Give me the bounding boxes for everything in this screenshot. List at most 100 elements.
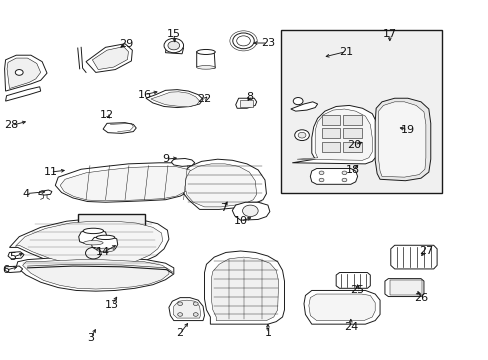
Polygon shape xyxy=(4,55,47,91)
Ellipse shape xyxy=(196,49,215,54)
Polygon shape xyxy=(168,298,204,320)
Polygon shape xyxy=(79,230,107,244)
Polygon shape xyxy=(384,279,423,297)
Circle shape xyxy=(294,130,309,140)
Text: 16: 16 xyxy=(137,90,151,100)
Text: 2: 2 xyxy=(176,328,183,338)
Bar xyxy=(321,115,339,125)
Text: 6: 6 xyxy=(2,265,9,275)
Text: 1: 1 xyxy=(264,328,271,338)
Polygon shape xyxy=(16,257,173,291)
Polygon shape xyxy=(335,273,369,288)
Text: 14: 14 xyxy=(96,247,110,257)
Circle shape xyxy=(177,313,182,316)
Text: 9: 9 xyxy=(162,154,169,164)
Text: 22: 22 xyxy=(197,94,211,104)
Circle shape xyxy=(177,302,182,306)
Polygon shape xyxy=(297,109,371,160)
Bar xyxy=(239,100,253,107)
Ellipse shape xyxy=(97,248,114,252)
Circle shape xyxy=(293,98,303,105)
Text: 4: 4 xyxy=(22,189,30,199)
Polygon shape xyxy=(9,218,168,269)
Text: 26: 26 xyxy=(413,293,427,303)
Text: 8: 8 xyxy=(245,92,252,102)
Ellipse shape xyxy=(196,66,215,69)
Polygon shape xyxy=(22,260,168,289)
Polygon shape xyxy=(86,44,132,72)
Polygon shape xyxy=(146,90,203,108)
Polygon shape xyxy=(103,123,136,134)
Polygon shape xyxy=(4,266,22,273)
Polygon shape xyxy=(292,105,378,164)
Ellipse shape xyxy=(96,235,115,239)
Polygon shape xyxy=(151,92,199,107)
Circle shape xyxy=(319,171,324,175)
Circle shape xyxy=(163,39,183,53)
Text: 29: 29 xyxy=(119,39,133,49)
Text: 19: 19 xyxy=(400,125,414,135)
Circle shape xyxy=(319,178,324,182)
Polygon shape xyxy=(184,164,256,207)
Polygon shape xyxy=(374,98,430,181)
Text: 3: 3 xyxy=(87,333,94,343)
Polygon shape xyxy=(60,166,196,201)
Polygon shape xyxy=(211,257,278,320)
Text: 28: 28 xyxy=(4,121,19,130)
Text: 17: 17 xyxy=(382,29,396,39)
Polygon shape xyxy=(378,102,425,177)
Circle shape xyxy=(15,69,23,75)
Text: 24: 24 xyxy=(343,322,357,332)
Polygon shape xyxy=(171,158,194,166)
Bar xyxy=(343,129,361,138)
Text: 13: 13 xyxy=(104,300,119,310)
Polygon shape xyxy=(55,163,201,202)
Polygon shape xyxy=(5,87,41,101)
Bar xyxy=(343,142,361,152)
Polygon shape xyxy=(8,252,24,259)
Polygon shape xyxy=(235,98,256,108)
Polygon shape xyxy=(165,45,183,54)
Polygon shape xyxy=(308,294,374,320)
Bar xyxy=(78,214,145,256)
Polygon shape xyxy=(232,202,269,220)
Text: 23: 23 xyxy=(260,38,274,48)
Ellipse shape xyxy=(83,228,103,234)
Circle shape xyxy=(298,132,305,138)
Text: 20: 20 xyxy=(346,140,361,150)
Polygon shape xyxy=(310,168,357,184)
Text: 27: 27 xyxy=(418,246,432,256)
Circle shape xyxy=(193,302,198,306)
Polygon shape xyxy=(180,159,266,210)
Polygon shape xyxy=(390,245,436,269)
Polygon shape xyxy=(173,300,200,318)
Circle shape xyxy=(341,171,346,175)
Polygon shape xyxy=(39,190,52,195)
Bar xyxy=(321,129,339,138)
Polygon shape xyxy=(7,58,41,89)
Bar xyxy=(321,142,339,152)
Circle shape xyxy=(193,313,198,316)
Polygon shape xyxy=(304,291,379,324)
Circle shape xyxy=(167,41,179,50)
Polygon shape xyxy=(15,221,162,266)
Polygon shape xyxy=(290,102,317,111)
Polygon shape xyxy=(91,237,118,251)
Bar xyxy=(281,31,441,193)
Text: 21: 21 xyxy=(338,46,352,57)
Circle shape xyxy=(341,178,346,182)
Text: 11: 11 xyxy=(43,167,57,177)
Ellipse shape xyxy=(83,240,103,245)
Text: 25: 25 xyxy=(350,285,364,296)
Polygon shape xyxy=(204,251,284,324)
Bar xyxy=(343,115,361,125)
Text: 18: 18 xyxy=(345,165,359,175)
Text: 10: 10 xyxy=(233,216,247,226)
Text: 5: 5 xyxy=(9,252,17,262)
Polygon shape xyxy=(196,51,215,68)
Bar xyxy=(389,280,421,295)
Text: 7: 7 xyxy=(220,203,227,213)
Polygon shape xyxy=(92,46,128,69)
Text: 15: 15 xyxy=(166,29,181,39)
Text: 12: 12 xyxy=(100,110,114,120)
